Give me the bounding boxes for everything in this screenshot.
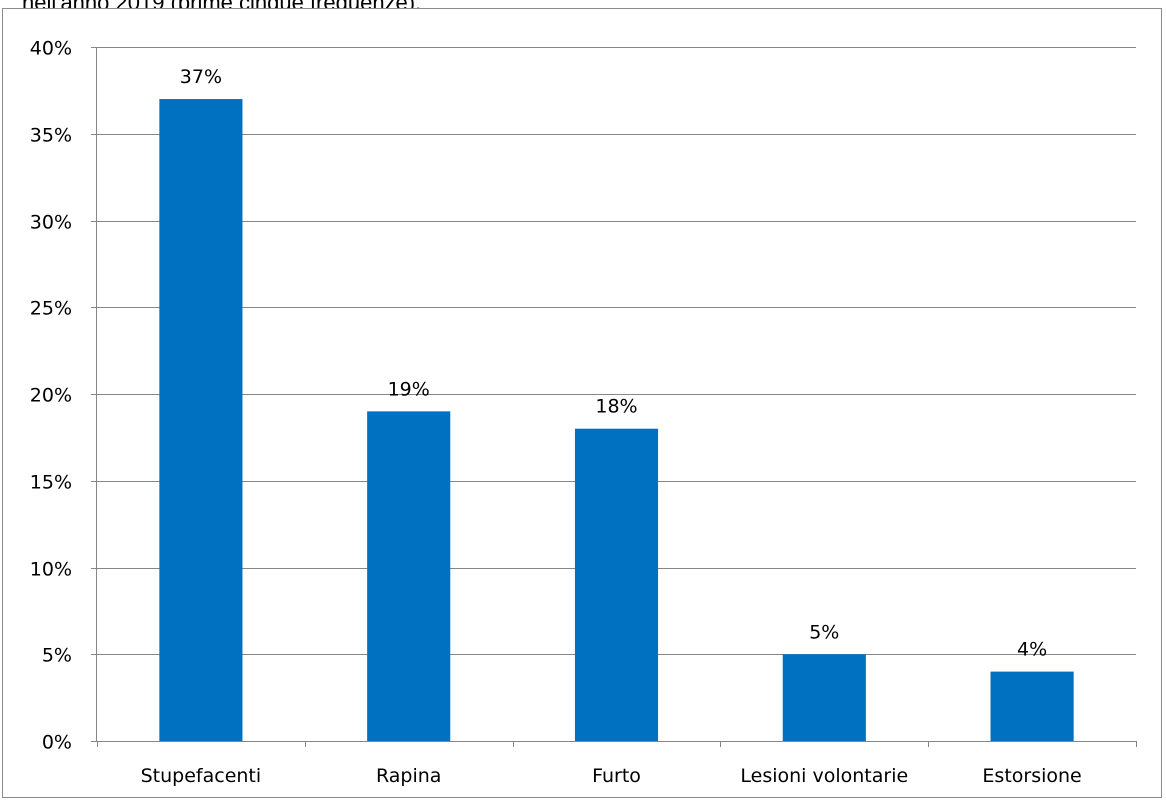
data-label: 37% [180, 66, 222, 88]
y-axis-ticks: 0% 5% 10% 15% 20% 25% 30% 35% 40% [30, 38, 97, 754]
bar-estorsione [990, 671, 1074, 741]
y-tick-label: 40% [30, 38, 72, 60]
x-tick-label: Stupefacenti [141, 765, 262, 787]
data-label: 19% [388, 378, 430, 400]
y-tick-label: 10% [30, 559, 72, 581]
y-tick-label: 25% [30, 298, 72, 320]
bar-rapina [367, 411, 451, 741]
bar-stupefacenti [159, 99, 243, 742]
bars [159, 99, 1074, 742]
data-label: 5% [809, 621, 839, 643]
y-tick-label: 35% [30, 125, 72, 147]
x-tick-label: Rapina [376, 765, 441, 787]
x-tick-label: Estorsione [982, 765, 1081, 787]
y-tick-label: 0% [42, 732, 72, 754]
x-axis [96, 47, 1136, 742]
x-axis-ticks: Stupefacenti Rapina Furto Lesioni volontari… [97, 741, 1137, 787]
x-tick-label: Lesioni volontarie [740, 765, 908, 787]
y-tick-label: 20% [30, 385, 72, 407]
bar-lesioni-volontarie [782, 654, 866, 741]
bar-furto [574, 428, 659, 741]
y-tick-label: 15% [30, 472, 72, 494]
y-tick-label: 5% [42, 645, 72, 667]
y-tick-label: 30% [30, 212, 72, 234]
data-label: 18% [595, 396, 637, 418]
x-tick-label: Furto [592, 765, 641, 787]
data-label: 4% [1017, 639, 1047, 661]
data-labels: 37% 19% 18% 5% 4% [180, 66, 1047, 661]
